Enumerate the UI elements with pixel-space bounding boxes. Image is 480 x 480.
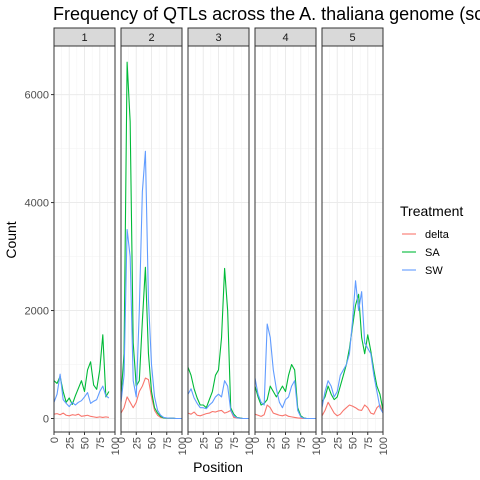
x-tick-label: 50 [348, 437, 360, 449]
legend: Treatment delta SA SW [400, 203, 463, 277]
facet-strip-label: 2 [148, 32, 154, 44]
x-tick-label: 25 [332, 437, 344, 449]
facet-panel-3: 3 0 25 50 75 100 [183, 27, 256, 455]
x-tick-label: 75 [296, 437, 308, 449]
x-tick-label: 75 [162, 437, 174, 449]
series-line-delta [321, 401, 384, 417]
facet-strip-label: 1 [81, 32, 87, 44]
x-tick-label: 25 [131, 437, 143, 449]
x-tick-label: 100 [110, 437, 122, 455]
x-tick-label: 100 [311, 437, 323, 455]
legend-label-delta: delta [425, 229, 450, 241]
y-tick-label: 6000 [25, 90, 49, 102]
chart-title: Frequency of QTLs across the A. thaliana… [53, 4, 480, 24]
series-line-SW [120, 150, 182, 420]
y-axis-title: Count [3, 221, 19, 258]
legend-label-SW: SW [425, 265, 443, 277]
x-tick-label: 100 [378, 437, 390, 455]
series-line-SW [187, 380, 249, 420]
y-tick-label: 0 [43, 414, 49, 426]
x-tick-label: 25 [198, 437, 210, 449]
x-axis-title: Position [193, 459, 243, 475]
legend-item-delta: delta [402, 229, 450, 241]
y-tick-label: 2000 [25, 306, 49, 318]
facet-strip-label: 5 [349, 32, 355, 44]
facet-panel-4: 4 0 25 50 75 100 [250, 27, 323, 455]
facet-panel-1: 1 0 25 50 75 100 [49, 27, 122, 455]
facet-strip-label: 3 [215, 32, 221, 44]
x-tick-label: 0 [116, 437, 128, 443]
x-tick-label: 50 [214, 437, 226, 449]
x-tick-label: 50 [80, 437, 92, 449]
x-tick-label: 75 [95, 437, 107, 449]
series-line-SW [321, 280, 384, 414]
series-line-SW [53, 373, 110, 408]
y-axis: 0 2000 4000 6000 [25, 90, 54, 426]
x-tick-label: 100 [177, 437, 189, 455]
x-tick-label: 100 [244, 437, 256, 455]
x-tick-label: 0 [250, 437, 262, 443]
facet-panel-5: 50 25 50 75 100 [317, 27, 390, 455]
legend-title: Treatment [400, 203, 463, 219]
x-tick-label: 75 [229, 437, 241, 449]
facet-panel-2: 2 0 25 50 75 100 [116, 27, 189, 455]
series-line-SA [53, 334, 110, 406]
legend-item-SA: SA [402, 247, 440, 259]
legend-item-SW: SW [402, 265, 443, 277]
x-tick-label: 0 [317, 437, 329, 443]
legend-label-SA: SA [425, 247, 440, 259]
x-tick-label: 50 [147, 437, 159, 449]
x-tick-label: 0 [183, 437, 195, 443]
x-tick-label: 25 [265, 437, 277, 449]
series-line-delta [53, 412, 109, 418]
y-tick-label: 4000 [25, 198, 49, 210]
series-line-SW [254, 323, 316, 420]
x-tick-label: 25 [64, 437, 76, 449]
facet-strip-label: 4 [282, 32, 288, 44]
x-tick-label: 75 [363, 437, 375, 449]
x-tick-label: 50 [281, 437, 293, 449]
x-tick-label: 0 [49, 437, 61, 443]
